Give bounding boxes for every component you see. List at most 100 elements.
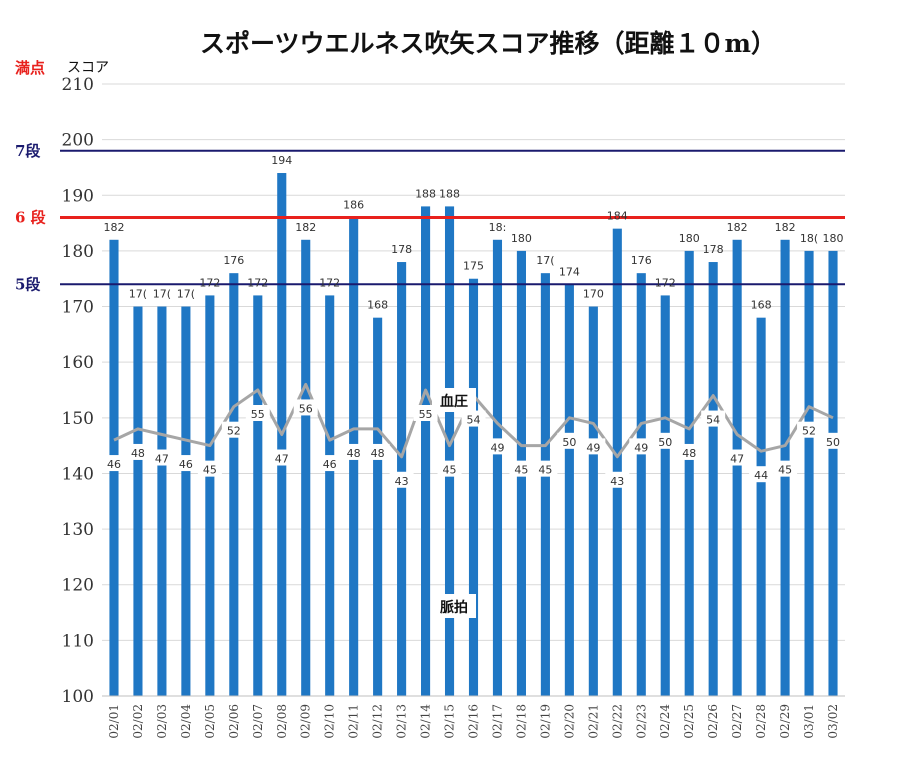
score-value: 182 <box>103 221 124 234</box>
pulse-value: 48 <box>131 447 145 460</box>
y-tick-label: 140 <box>62 464 94 484</box>
rank-reference-lines: 7段 6 段 5段 <box>15 142 845 293</box>
score-value: 178 <box>391 243 412 256</box>
x-tick-label: 02/29 <box>778 704 792 739</box>
data-label-bg <box>701 410 726 427</box>
x-tick-label: 02/02 <box>131 704 145 739</box>
data-label-bg <box>173 455 198 472</box>
data-label-bg <box>317 455 342 472</box>
score-bar <box>373 317 383 696</box>
pulse-value: 49 <box>490 441 504 454</box>
score-value: 184 <box>607 210 628 223</box>
score-value: 172 <box>247 276 268 289</box>
data-label-bg <box>269 449 294 466</box>
y-tick-label: 130 <box>62 520 94 540</box>
pulse-value: 45 <box>538 464 552 477</box>
x-tick-label: 02/12 <box>371 704 385 739</box>
pulse-value: 44 <box>754 469 768 482</box>
y-tick-label: 110 <box>62 631 94 651</box>
score-value: 170 <box>583 288 604 301</box>
score-value: 168 <box>367 299 388 312</box>
y-tick-label: 190 <box>62 186 94 206</box>
score-value: 18( <box>800 232 818 245</box>
x-tick-label: 02/01 <box>107 704 121 739</box>
data-label-bg <box>509 460 534 477</box>
x-tick-label: 03/02 <box>826 704 840 739</box>
pulse-value: 50 <box>658 436 672 449</box>
x-tick-label: 02/05 <box>203 704 217 739</box>
x-tick-label: 02/09 <box>299 704 313 739</box>
data-label-bg <box>461 410 486 427</box>
x-tick-label: 02/21 <box>586 704 600 739</box>
x-tick-label: 02/25 <box>682 704 696 739</box>
x-tick-label: 02/17 <box>490 704 504 739</box>
pulse-value: 45 <box>778 464 792 477</box>
pulse-value: 54 <box>706 414 720 427</box>
score-bar <box>468 278 479 696</box>
data-label-bg <box>749 466 774 483</box>
x-tick-label: 02/07 <box>251 704 265 739</box>
pulse-value: 47 <box>730 453 744 466</box>
score-value: 18: <box>489 221 507 234</box>
x-tick-label: 02/14 <box>419 704 433 739</box>
score-value: 180 <box>823 232 844 245</box>
score-bar <box>325 295 335 696</box>
score-bar <box>229 273 239 696</box>
pulse-value: 46 <box>323 458 337 471</box>
score-value: 172 <box>319 276 340 289</box>
series-callout-bg <box>432 388 476 412</box>
score-value: 178 <box>703 243 724 256</box>
x-tick-label: 02/24 <box>658 704 672 739</box>
pulse-value: 46 <box>107 458 121 471</box>
score-value: 180 <box>511 232 532 245</box>
pulse-value: 55 <box>251 408 265 421</box>
data-label-bg <box>557 432 582 449</box>
pulse-value: 52 <box>802 425 816 438</box>
pulse-value: 49 <box>586 441 600 454</box>
x-axis: 02/01 02/02 02/03 02/04 02/05 02/06 02/07 02/08… <box>102 695 845 739</box>
x-tick-label: 02/28 <box>754 704 768 739</box>
score-bar <box>564 284 574 696</box>
y-tick-label: 160 <box>62 353 94 373</box>
data-label-bg <box>629 438 654 455</box>
data-label-bg <box>245 405 270 421</box>
pulse-value: 54 <box>467 414 481 427</box>
data-label-bg <box>773 460 798 477</box>
score-value: 17( <box>536 254 554 267</box>
y-tick-label: 200 <box>62 131 94 151</box>
x-tick-label: 02/26 <box>706 704 720 739</box>
data-label-bg <box>221 421 246 438</box>
x-tick-label: 02/13 <box>395 704 409 739</box>
score-value: 194 <box>271 154 292 167</box>
data-label-bg <box>605 471 630 488</box>
x-tick-label: 02/16 <box>467 704 481 739</box>
y-tick-label: 180 <box>62 242 94 262</box>
score-value: 182 <box>295 221 316 234</box>
x-tick-label: 02/11 <box>347 704 361 739</box>
data-label-bg <box>413 405 438 421</box>
score-value: 17( <box>129 288 147 301</box>
pulse-value: 52 <box>227 425 241 438</box>
score-bar <box>732 239 742 697</box>
pulse-callout: 脈拍 <box>440 599 468 616</box>
score-bar <box>660 295 670 696</box>
data-label-bg <box>365 443 390 460</box>
pulse-value: 48 <box>371 447 385 460</box>
pulse-value: 46 <box>179 458 193 471</box>
score-bar <box>612 228 622 696</box>
x-tick-label: 02/22 <box>610 704 624 739</box>
score-value: 182 <box>775 221 796 234</box>
y-tick-label: 100 <box>62 687 94 707</box>
x-tick-label: 03/01 <box>802 704 816 739</box>
pulse-value: 43 <box>395 475 409 488</box>
score-bar <box>636 273 646 696</box>
pulse-value: 43 <box>610 475 624 488</box>
score-bar <box>133 306 143 696</box>
pulse-value: 50 <box>562 436 576 449</box>
x-tick-label: 02/04 <box>179 704 193 739</box>
pulse-value: 50 <box>826 436 840 449</box>
score-bar <box>421 206 431 696</box>
score-bar <box>828 250 838 696</box>
data-labels: 1291431411471451351461491321351451311381… <box>101 154 846 618</box>
pulse-value: 56 <box>299 402 313 415</box>
